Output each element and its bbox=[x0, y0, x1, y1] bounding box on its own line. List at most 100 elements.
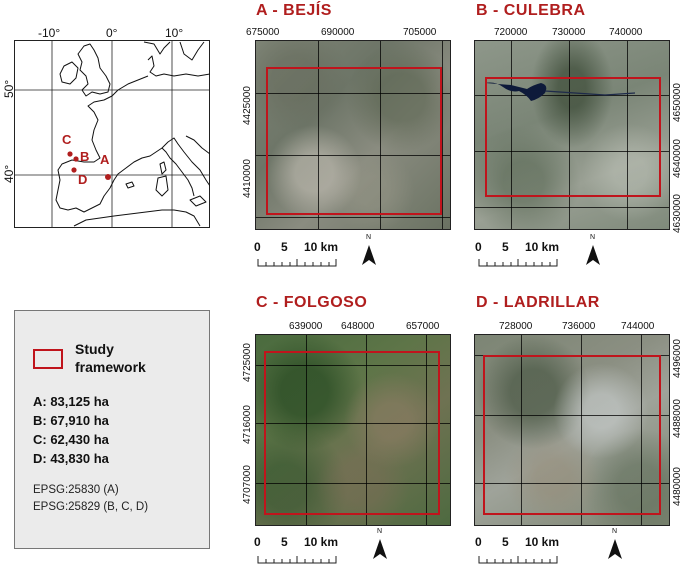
panel-a-north-arrow-icon bbox=[362, 245, 376, 265]
overview-lon-label-3: 10° bbox=[165, 26, 184, 40]
site-marker-a bbox=[105, 174, 111, 180]
panel-c-xtick-3: 657000 bbox=[406, 321, 440, 332]
panel-a-grid-v3 bbox=[442, 41, 443, 229]
legend-area-b: B: 67,910 ha bbox=[33, 413, 109, 428]
panel-a-xtick-2: 690000 bbox=[321, 27, 355, 38]
panel-a-title: A - BEJÍS bbox=[256, 2, 332, 19]
panel-c-grid-v3 bbox=[426, 335, 427, 525]
panel-b-north-arrow-icon bbox=[586, 245, 600, 265]
legend-frame-swatch bbox=[33, 349, 63, 369]
panel-b-grid-v3 bbox=[627, 41, 628, 229]
panel-c-north-arrow-icon bbox=[373, 539, 387, 559]
panel-a-grid-h1 bbox=[256, 93, 450, 94]
coast-jutland bbox=[147, 55, 210, 77]
panel-b-study-frame bbox=[485, 77, 661, 197]
overview-lon-label-2: 0° bbox=[106, 26, 118, 40]
panel-a-scale-bar bbox=[257, 259, 337, 267]
panel-a-satellite-image bbox=[255, 40, 451, 230]
panel-a-grid-v1 bbox=[318, 41, 319, 229]
legend-frame-label-2: framework bbox=[75, 359, 146, 375]
panel-a-scale-10: 10 km bbox=[304, 240, 339, 254]
panel-d-xtick-1: 728000 bbox=[499, 321, 533, 332]
panel-b-xtick-3: 740000 bbox=[609, 27, 643, 38]
panel-b-scale-bar bbox=[478, 259, 558, 267]
panel-c-ytick-1: 4725000 bbox=[242, 343, 253, 382]
panel-d-scale-10: 10 km bbox=[525, 535, 560, 549]
panel-c-grid-h1 bbox=[256, 365, 450, 366]
panel-a-north-label: N bbox=[366, 234, 372, 241]
panel-a-xtick-3: 705000 bbox=[403, 27, 437, 38]
panel-d-north-arrow-icon bbox=[608, 539, 622, 559]
panel-b-grid-h3 bbox=[475, 207, 669, 208]
panel-d-scale-5: 5 bbox=[502, 535, 509, 549]
legend-area-d: D: 43,830 ha bbox=[33, 451, 109, 466]
site-marker-d bbox=[71, 167, 77, 173]
panel-c-xtick-2: 648000 bbox=[341, 321, 375, 332]
panel-c-scale-10: 10 km bbox=[304, 535, 339, 549]
panel-c-ytick-3: 4707000 bbox=[242, 465, 253, 504]
coast-adriatic bbox=[185, 135, 210, 155]
overview-lon-label-1: -10° bbox=[38, 26, 61, 40]
panel-c-grid-v1 bbox=[306, 335, 307, 525]
legend-epsg-2: EPSG:25829 (B, C, D) bbox=[33, 501, 149, 513]
panel-a-scale-0: 0 bbox=[254, 240, 261, 254]
panel-d-north-label: N bbox=[612, 528, 618, 535]
panel-a-grid-h3 bbox=[256, 217, 450, 218]
panel-b-grid-h1 bbox=[475, 95, 669, 96]
panel-d-ytick-3: 4480000 bbox=[672, 467, 683, 506]
panel-d-study-frame bbox=[483, 355, 661, 515]
coast-africa bbox=[73, 209, 201, 227]
panel-a-ytick-1: 4425000 bbox=[242, 86, 253, 125]
panel-d-grid-v1 bbox=[521, 335, 522, 525]
panel-b-xtick-2: 730000 bbox=[552, 27, 586, 38]
panel-c-satellite-image bbox=[255, 334, 451, 526]
panel-a-scale-5: 5 bbox=[281, 240, 288, 254]
legend-frame-label-1: Study bbox=[75, 341, 114, 357]
panel-d-scale-bar bbox=[478, 556, 558, 564]
coast-scandinavia bbox=[143, 41, 205, 61]
panel-c-grid-h2 bbox=[256, 423, 450, 424]
coast-italy bbox=[161, 137, 210, 187]
panel-a-xtick-1: 675000 bbox=[246, 27, 280, 38]
panel-c-scale-0: 0 bbox=[254, 535, 261, 549]
panel-b-scale-0: 0 bbox=[475, 240, 482, 254]
panel-b-grid-h2 bbox=[475, 151, 669, 152]
panel-b-grid-v2 bbox=[569, 41, 570, 229]
coast-continent bbox=[55, 75, 195, 213]
panel-c-grid-v2 bbox=[366, 335, 367, 525]
panel-c-title: C - FOLGOSO bbox=[256, 294, 368, 311]
panel-d-ytick-2: 4488000 bbox=[672, 399, 683, 438]
panel-a-grid-v2 bbox=[380, 41, 381, 229]
panel-b-ytick-2: 4640000 bbox=[672, 139, 683, 178]
site-label-d: D bbox=[78, 172, 88, 187]
panel-b-satellite-image bbox=[474, 40, 670, 230]
legend-epsg-1: EPSG:25830 (A) bbox=[33, 484, 119, 496]
panel-d-scale-0: 0 bbox=[475, 535, 482, 549]
legend-area-a: A: 83,125 ha bbox=[33, 394, 109, 409]
site-label-c: C bbox=[62, 132, 72, 147]
coast-sicily bbox=[189, 195, 207, 207]
site-marker-c bbox=[67, 151, 73, 157]
panel-d-grid-v2 bbox=[581, 335, 582, 525]
panel-b-grid-v1 bbox=[511, 41, 512, 229]
panel-d-grid-h2 bbox=[475, 415, 669, 416]
panel-d-grid-h3 bbox=[475, 483, 669, 484]
panel-b-ytick-3: 4630000 bbox=[672, 194, 683, 233]
panel-c-scale-5: 5 bbox=[281, 535, 288, 549]
panel-d-grid-v3 bbox=[641, 335, 642, 525]
panel-c-xtick-1: 639000 bbox=[289, 321, 323, 332]
panel-b-title: B - CULEBRA bbox=[476, 2, 586, 19]
panel-c-north-label: N bbox=[377, 528, 383, 535]
panel-a-ytick-2: 4410000 bbox=[242, 159, 253, 198]
panel-d-ytick-1: 4496000 bbox=[672, 339, 683, 378]
legend-box: Study framework A: 83,125 ha B: 67,910 h… bbox=[14, 310, 210, 549]
coast-balearic bbox=[125, 181, 135, 189]
panel-d-satellite-image bbox=[474, 334, 670, 526]
panel-d-xtick-3: 744000 bbox=[621, 321, 655, 332]
panel-c-grid-h3 bbox=[256, 483, 450, 484]
panel-b-xtick-1: 720000 bbox=[494, 27, 528, 38]
panel-d-xtick-2: 736000 bbox=[562, 321, 596, 332]
panel-b-reservoir bbox=[485, 82, 636, 101]
coast-ireland bbox=[59, 61, 79, 85]
panel-d-title: D - LADRILLAR bbox=[476, 294, 600, 311]
